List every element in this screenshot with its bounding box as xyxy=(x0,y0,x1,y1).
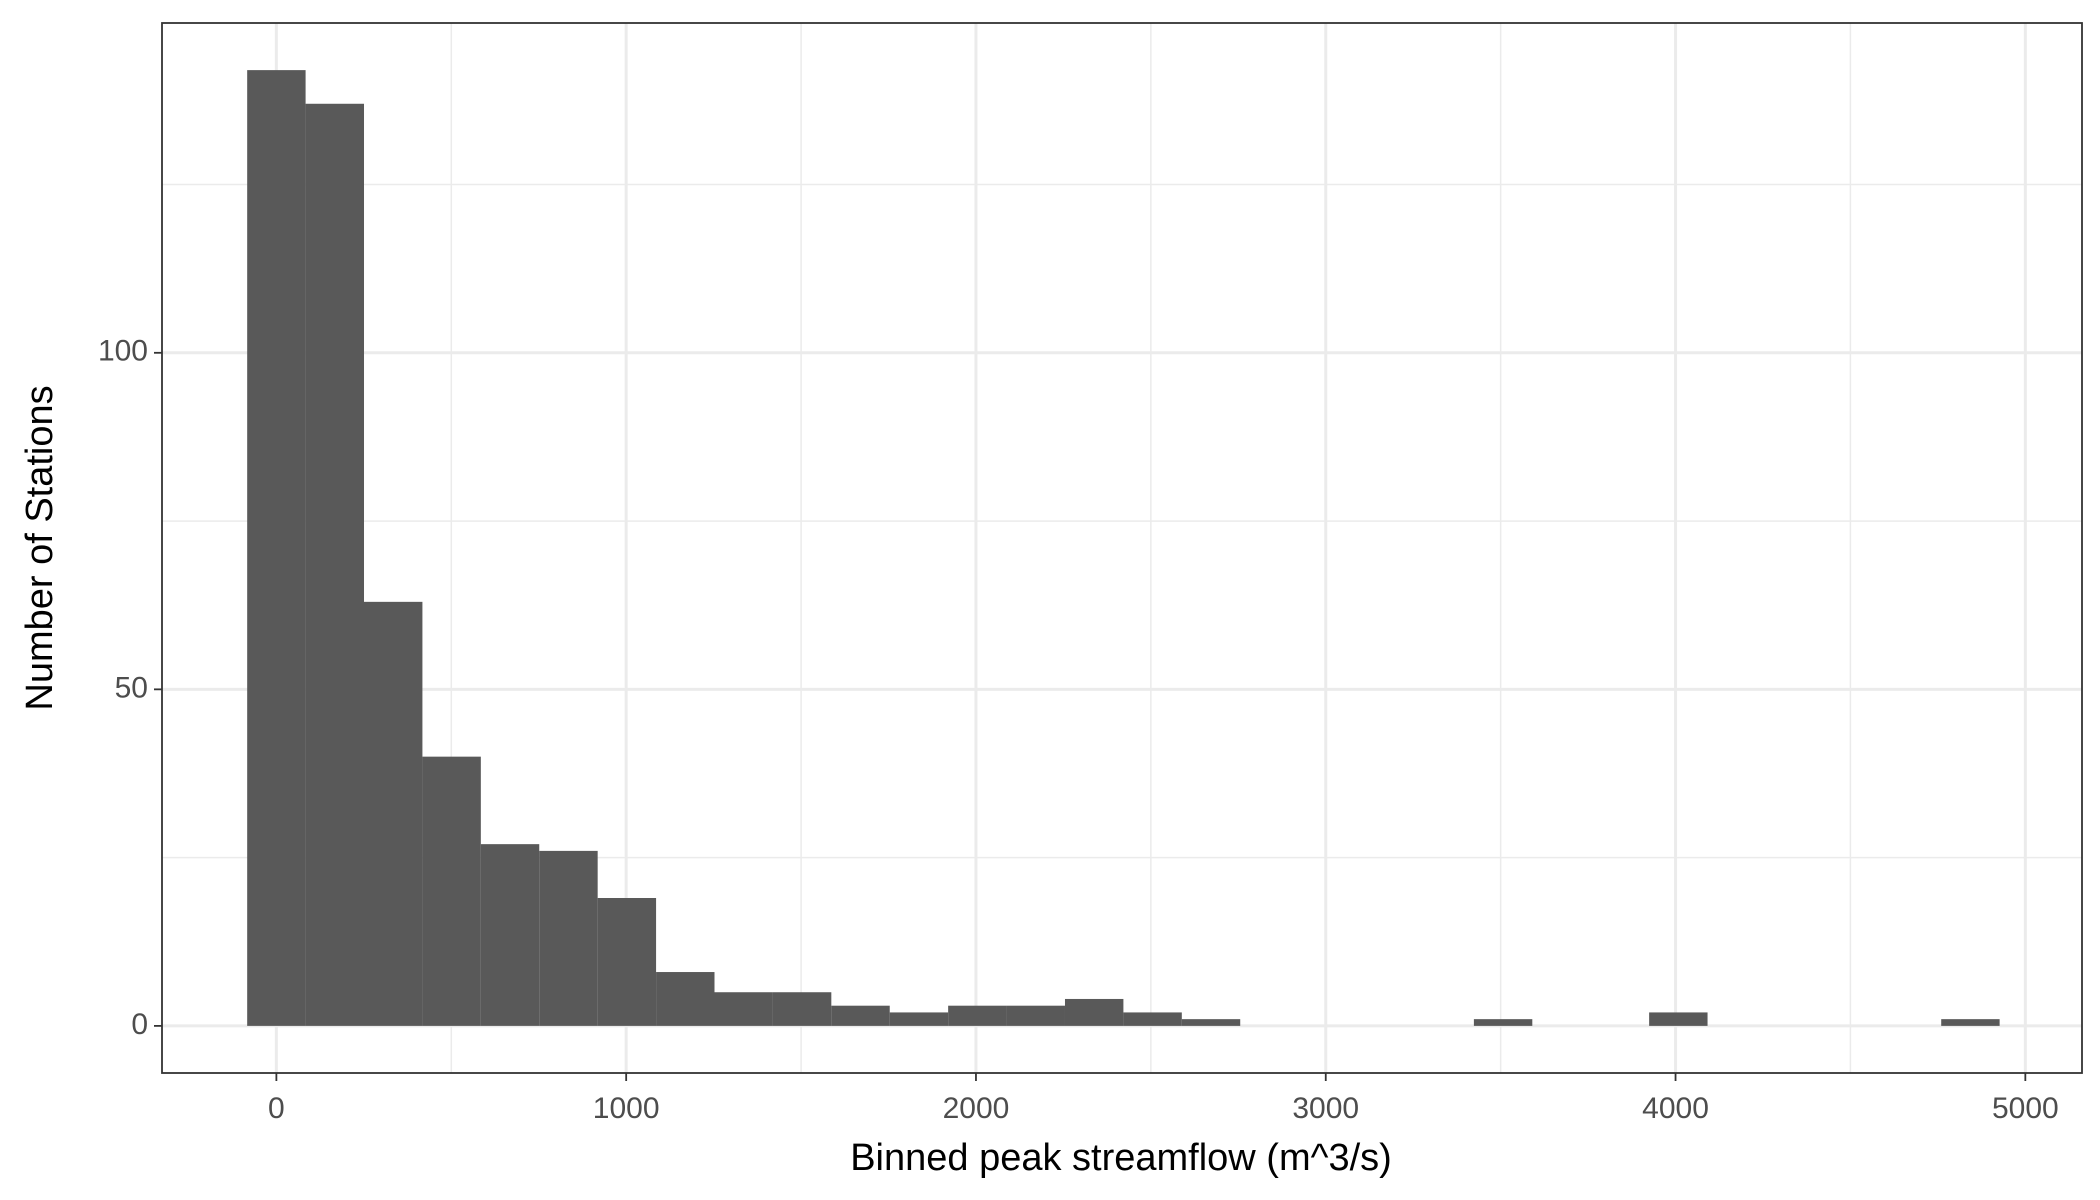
bar xyxy=(1649,1012,1708,1026)
bar xyxy=(948,1005,1007,1026)
bar xyxy=(305,103,365,1026)
bar xyxy=(422,756,481,1026)
bar xyxy=(597,898,657,1026)
panel-border xyxy=(161,22,2083,1074)
bar xyxy=(364,601,423,1026)
bar xyxy=(831,1005,890,1026)
bar xyxy=(889,1012,949,1026)
y-tick-label: 0 xyxy=(131,1008,148,1041)
bar xyxy=(539,850,598,1026)
bar xyxy=(1473,1019,1533,1026)
bar xyxy=(714,992,773,1026)
bar xyxy=(772,992,832,1026)
bar xyxy=(1006,1005,1065,1026)
x-tick-label: 2000 xyxy=(943,1092,1010,1125)
x-tick-label: 5000 xyxy=(1992,1092,2059,1125)
bar xyxy=(656,972,715,1026)
x-tick-label: 3000 xyxy=(1292,1092,1359,1125)
y-tick-label: 100 xyxy=(98,335,148,368)
x-tick-label: 4000 xyxy=(1642,1092,1709,1125)
bar xyxy=(1064,998,1124,1026)
y-axis-title: Number of Stations xyxy=(19,385,61,710)
y-tick-label: 50 xyxy=(115,671,148,704)
bar xyxy=(247,70,306,1026)
bar xyxy=(480,844,540,1026)
bar xyxy=(1941,1019,2000,1026)
bar xyxy=(1181,1019,1241,1026)
x-axis-title: Binned peak streamflow (m^3/s) xyxy=(850,1137,1392,1179)
x-tick-label: 1000 xyxy=(593,1092,660,1125)
x-tick-label: 0 xyxy=(268,1092,285,1125)
bar xyxy=(1123,1012,1182,1026)
